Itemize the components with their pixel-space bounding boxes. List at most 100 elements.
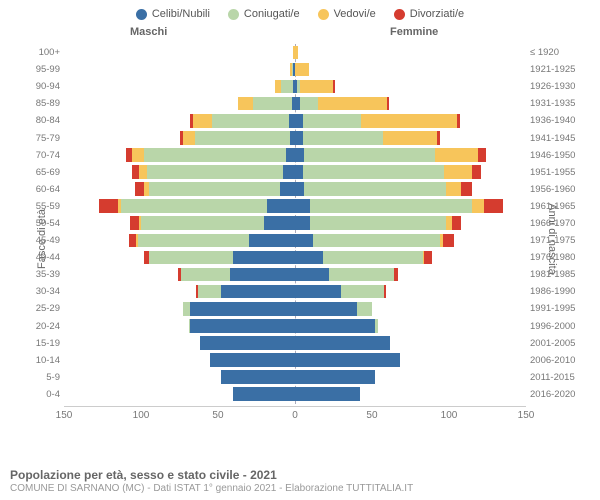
- bar-segment: [233, 251, 295, 265]
- birth-label: 1956-1960: [530, 184, 588, 195]
- header-male: Maschi: [130, 26, 167, 38]
- x-tick: 150: [56, 410, 73, 421]
- bar-segment: [387, 97, 389, 111]
- bar-segment: [295, 234, 313, 248]
- age-row: 60-641956-1960: [64, 181, 526, 198]
- x-tick: 100: [133, 410, 150, 421]
- bar-segment: [295, 302, 357, 316]
- birth-label: ≤ 1920: [530, 47, 588, 58]
- bar-segment: [472, 199, 484, 213]
- bar-segment: [221, 370, 295, 384]
- age-label: 80-84: [22, 115, 60, 126]
- bar-segment: [149, 182, 280, 196]
- bar-segment: [295, 182, 304, 196]
- x-tick: 0: [292, 410, 298, 421]
- age-label: 55-59: [22, 201, 60, 212]
- birth-label: 1961-1965: [530, 201, 588, 212]
- bar-segment: [300, 80, 334, 94]
- bar-segment: [233, 387, 295, 401]
- bar-segment: [193, 114, 211, 128]
- bar-segment: [147, 165, 283, 179]
- bar-segment: [281, 80, 293, 94]
- birth-label: 1921-1925: [530, 64, 588, 75]
- age-row: 80-841936-1940: [64, 112, 526, 129]
- bar-segment: [383, 131, 437, 145]
- bar-segment: [286, 148, 295, 162]
- age-row: 0-42016-2020: [64, 386, 526, 403]
- bar-segment: [295, 370, 375, 384]
- bar-segment: [303, 114, 362, 128]
- bar-segment: [310, 199, 472, 213]
- birth-label: 1966-1970: [530, 218, 588, 229]
- birth-label: 1976-1980: [530, 252, 588, 263]
- footer: Popolazione per età, sesso e stato civil…: [10, 468, 413, 494]
- x-tick: 100: [441, 410, 458, 421]
- bar-segment: [139, 165, 147, 179]
- age-row: 50-541966-1970: [64, 215, 526, 232]
- legend-swatch: [394, 9, 405, 20]
- pyramid-chart: Celibi/NubiliConiugati/eVedovi/eDivorzia…: [0, 0, 600, 500]
- age-label: 70-74: [22, 150, 60, 161]
- birth-label: 1926-1930: [530, 81, 588, 92]
- bar-segment: [310, 216, 446, 230]
- age-label: 35-39: [22, 269, 60, 280]
- chart-title: Popolazione per età, sesso e stato civil…: [10, 468, 413, 482]
- age-label: 45-49: [22, 235, 60, 246]
- bar-segment: [230, 268, 295, 282]
- column-headers: Maschi Femmine: [10, 26, 590, 42]
- bar-segment: [267, 199, 295, 213]
- birth-label: 1936-1940: [530, 115, 588, 126]
- bar-segment: [303, 131, 383, 145]
- age-row: 75-791941-1945: [64, 129, 526, 146]
- birth-label: 1991-1995: [530, 303, 588, 314]
- legend-item: Celibi/Nubili: [136, 8, 210, 20]
- age-row: 5-92011-2015: [64, 369, 526, 386]
- age-row: 10-142006-2010: [64, 352, 526, 369]
- birth-label: 1971-1975: [530, 235, 588, 246]
- age-row: 25-291991-1995: [64, 300, 526, 317]
- age-label: 5-9: [22, 372, 60, 383]
- bar-segment: [303, 165, 445, 179]
- age-row: 95-991921-1925: [64, 61, 526, 78]
- bar-segment: [443, 234, 454, 248]
- bar-segment: [129, 234, 137, 248]
- age-label: 10-14: [22, 355, 60, 366]
- bar-segment: [444, 165, 472, 179]
- bar-segment: [295, 199, 310, 213]
- x-axis: 15010050050100150: [64, 406, 526, 434]
- bar-segment: [238, 97, 253, 111]
- age-row: 35-391981-1985: [64, 266, 526, 283]
- legend: Celibi/NubiliConiugati/eVedovi/eDivorzia…: [10, 8, 590, 20]
- bar-segment: [198, 285, 221, 299]
- legend-swatch: [228, 9, 239, 20]
- legend-item: Coniugati/e: [228, 8, 300, 20]
- bar-segment: [295, 251, 323, 265]
- bar-segment: [478, 148, 486, 162]
- bar-segment: [341, 285, 384, 299]
- age-label: 20-24: [22, 321, 60, 332]
- bar-segment: [212, 114, 289, 128]
- bar-segment: [141, 216, 264, 230]
- bar-segment: [295, 268, 329, 282]
- birth-label: 2006-2010: [530, 355, 588, 366]
- bar-segment: [210, 353, 295, 367]
- age-row: 45-491971-1975: [64, 232, 526, 249]
- age-label: 15-19: [22, 338, 60, 349]
- age-label: 30-34: [22, 286, 60, 297]
- bar-segment: [437, 131, 440, 145]
- age-label: 0-4: [22, 389, 60, 400]
- age-label: 95-99: [22, 64, 60, 75]
- legend-item: Divorziati/e: [394, 8, 464, 20]
- birth-label: 1946-1950: [530, 150, 588, 161]
- age-row: 85-891931-1935: [64, 95, 526, 112]
- bar-segment: [375, 319, 378, 333]
- bar-segment: [295, 46, 298, 60]
- bar-segment: [183, 131, 195, 145]
- header-female: Femmine: [390, 26, 438, 38]
- bar-segment: [295, 387, 360, 401]
- legend-swatch: [318, 9, 329, 20]
- legend-label: Divorziati/e: [410, 8, 464, 20]
- bar-segment: [323, 251, 423, 265]
- x-tick: 150: [518, 410, 535, 421]
- birth-label: 1941-1945: [530, 133, 588, 144]
